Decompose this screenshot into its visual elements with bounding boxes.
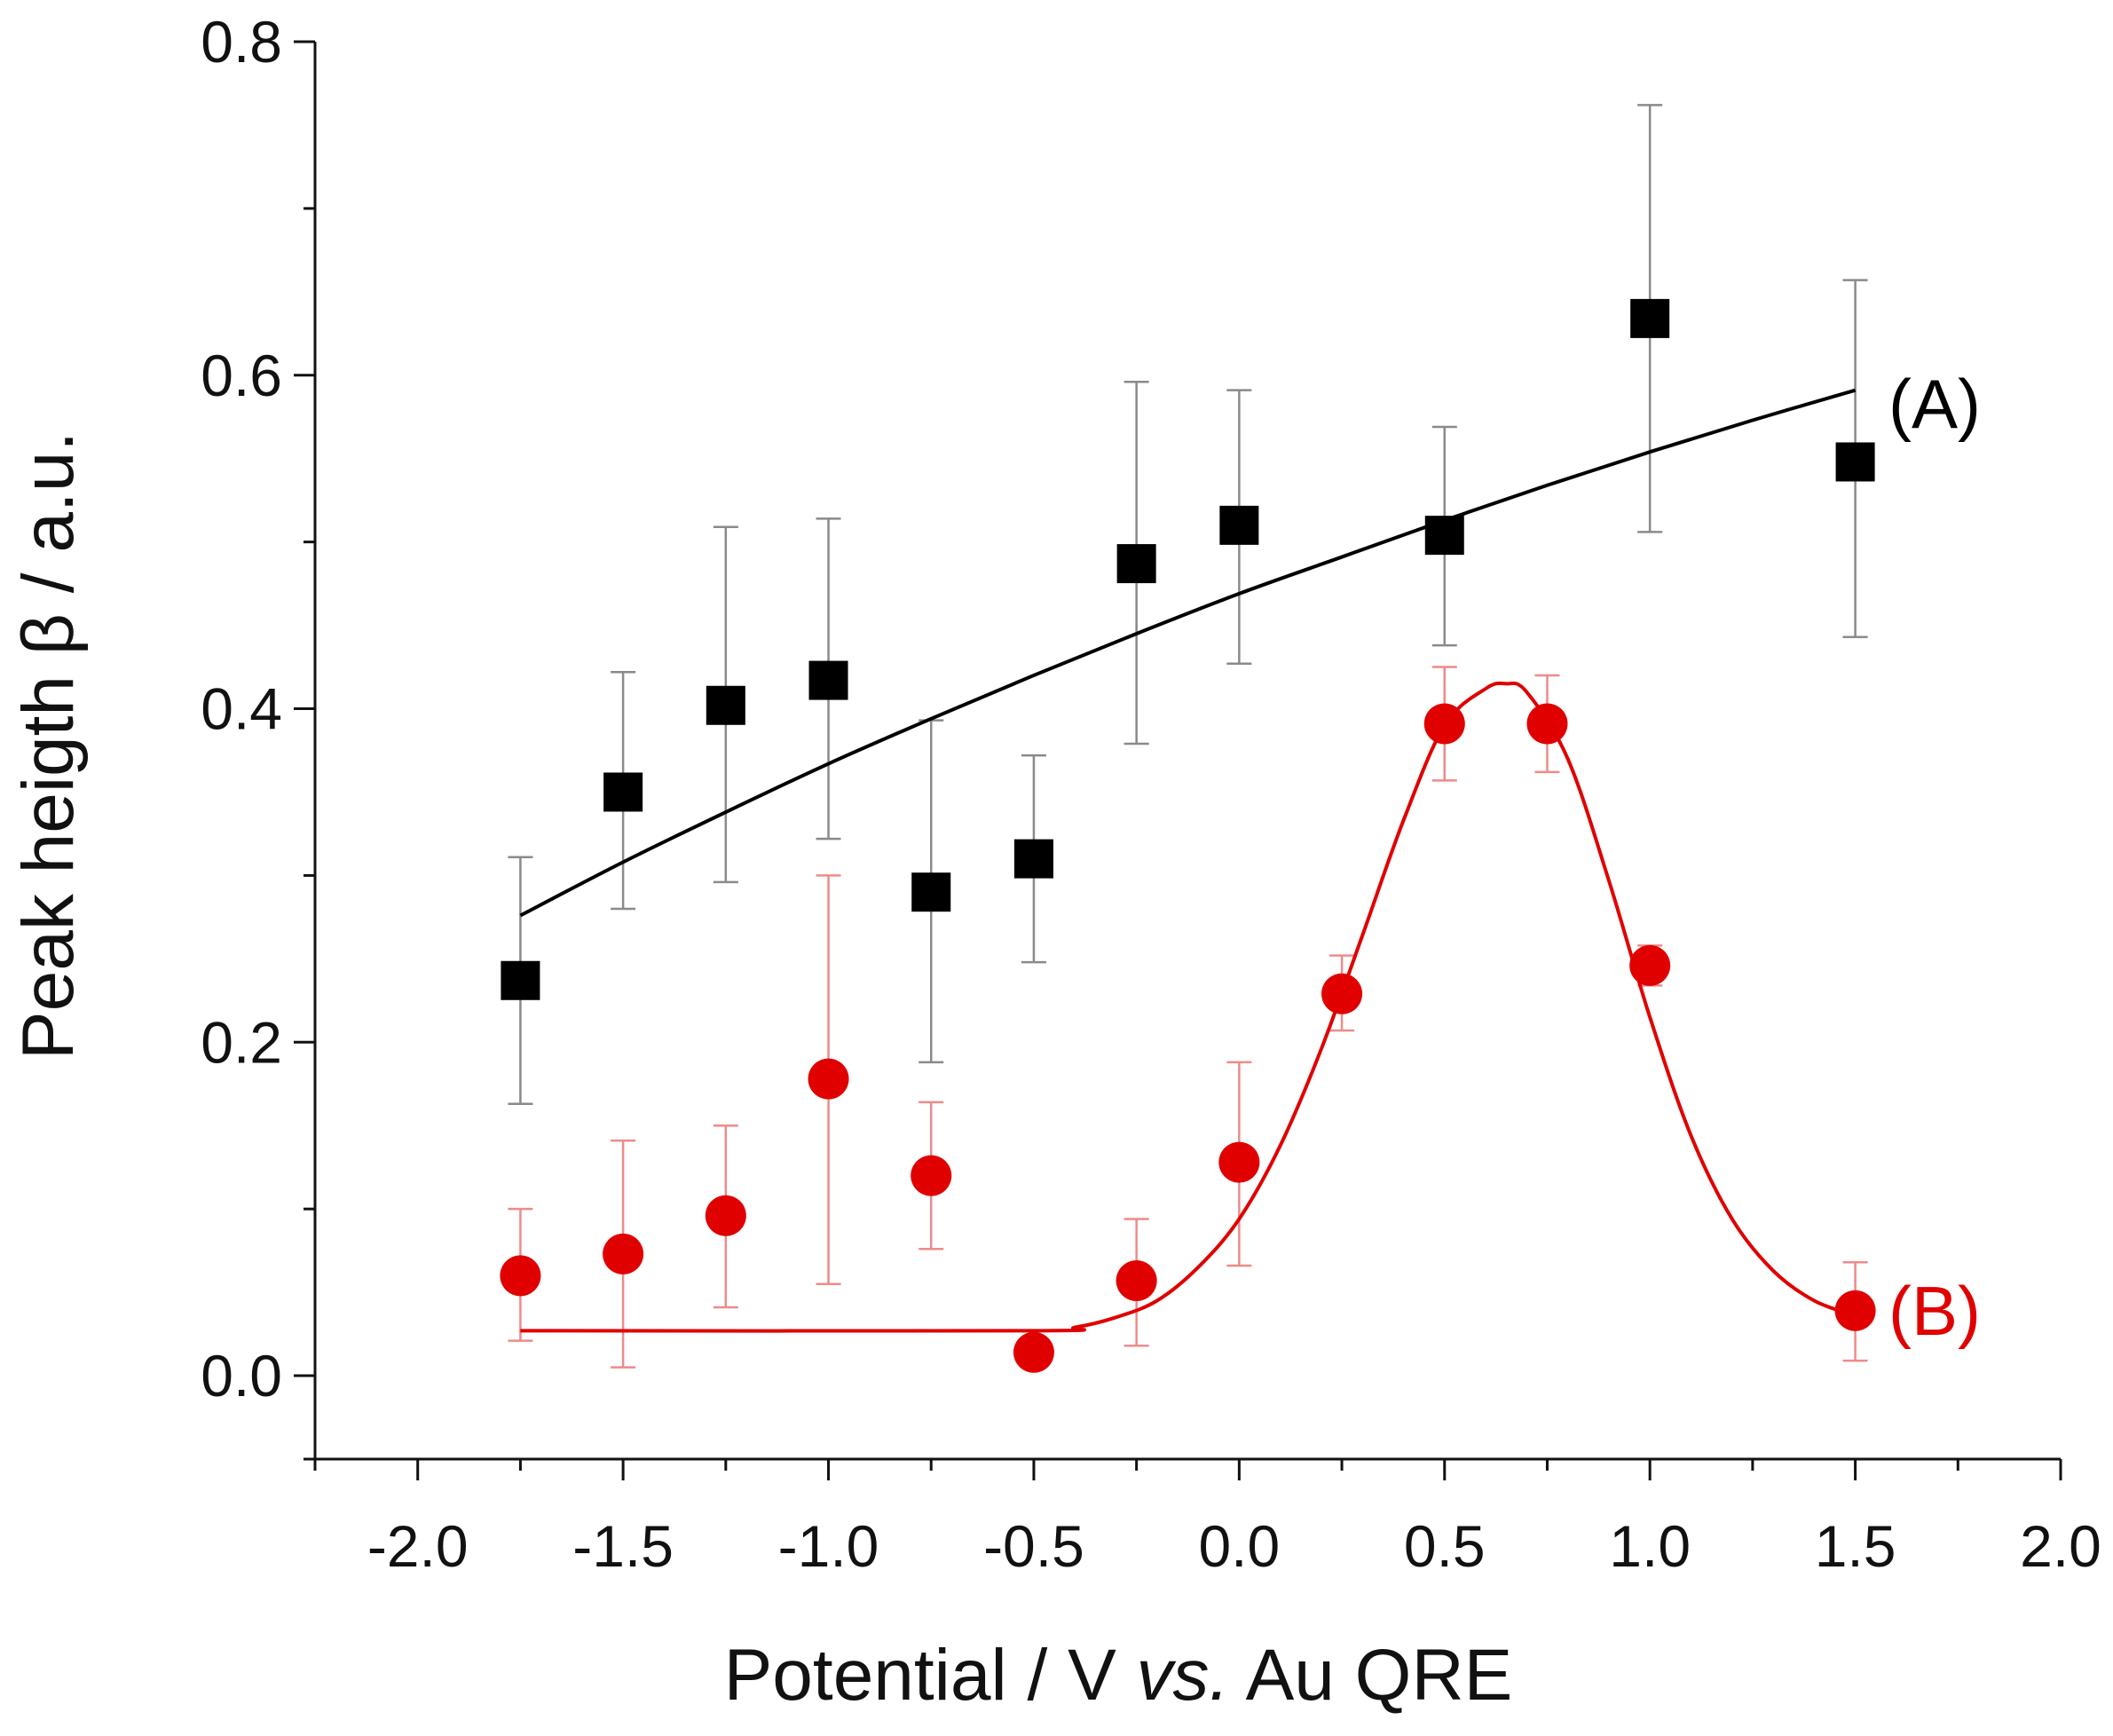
series-b-point <box>1013 1331 1054 1373</box>
fit-curves <box>519 388 1857 1333</box>
series-a-fit-line <box>519 388 1857 918</box>
series-b-point <box>1526 703 1568 745</box>
series-a-point <box>1630 298 1670 338</box>
series-a-point <box>808 660 848 700</box>
x-tick-label: -1.0 <box>778 1513 879 1579</box>
axis-ticks <box>294 40 2062 1480</box>
series-b-point <box>1218 1141 1260 1183</box>
series-b-point <box>1423 703 1465 745</box>
series-a-point <box>1116 544 1156 584</box>
series-a-point <box>501 960 540 1000</box>
axis-tick-labels: -2.0 -1.5 -1.0 -0.5 0.0 0.5 1.0 1.5 2.0 0.0 0.2 0.4… <box>201 9 2101 1579</box>
x-tick-label: -0.5 <box>983 1513 1084 1579</box>
series-b-label: (B) <box>1888 1272 1981 1350</box>
series-b-point <box>1629 944 1671 986</box>
x-axis-title: Potential / V vs. Au QRE <box>724 1635 1513 1716</box>
series-b-point <box>1321 973 1363 1014</box>
series-a-point <box>1835 442 1875 482</box>
x-tick-label: -2.0 <box>367 1513 469 1579</box>
series-a-point <box>603 772 643 812</box>
series-b-fit-line <box>520 681 1857 1333</box>
series-b-point <box>500 1255 541 1297</box>
series-b-point <box>808 1058 849 1100</box>
series-b-point <box>705 1195 746 1236</box>
x-axis-title-vs: vs. <box>1137 1635 1230 1716</box>
y-axis-title: Peak heigth β / a.u. <box>8 431 89 1060</box>
series-a-point <box>1013 839 1053 879</box>
x-axis-title-ref: Au QRE <box>1229 1635 1512 1716</box>
y-tick-label: 0.0 <box>201 1343 282 1409</box>
series-a-point <box>1219 505 1259 545</box>
y-tick-label: 0.4 <box>201 676 282 742</box>
x-tick-label: 1.5 <box>1815 1513 1896 1579</box>
y-tick-label: 0.2 <box>201 1009 282 1075</box>
x-tick-label: -1.5 <box>572 1513 674 1579</box>
data-markers <box>500 298 1876 1373</box>
x-tick-label: 0.0 <box>1198 1513 1280 1579</box>
error-bars <box>508 104 1868 1369</box>
y-tick-label: 0.8 <box>201 9 282 75</box>
y-tick-label: 0.6 <box>201 343 282 408</box>
series-a-point <box>1424 516 1464 556</box>
x-tick-label: 0.5 <box>1404 1513 1486 1579</box>
plot-axes <box>313 42 2061 1461</box>
series-a-point <box>911 872 951 912</box>
x-tick-label: 1.0 <box>1609 1513 1691 1579</box>
x-axis-title-main: Potential / V <box>724 1635 1137 1716</box>
series-b-point <box>603 1233 644 1274</box>
series-a-point <box>706 685 745 725</box>
series-a-label: (A) <box>1888 365 1981 443</box>
x-tick-label: 2.0 <box>2020 1513 2101 1579</box>
series-b-point <box>911 1155 952 1196</box>
series-b-point <box>1116 1259 1157 1301</box>
series-b-point <box>1834 1290 1876 1331</box>
